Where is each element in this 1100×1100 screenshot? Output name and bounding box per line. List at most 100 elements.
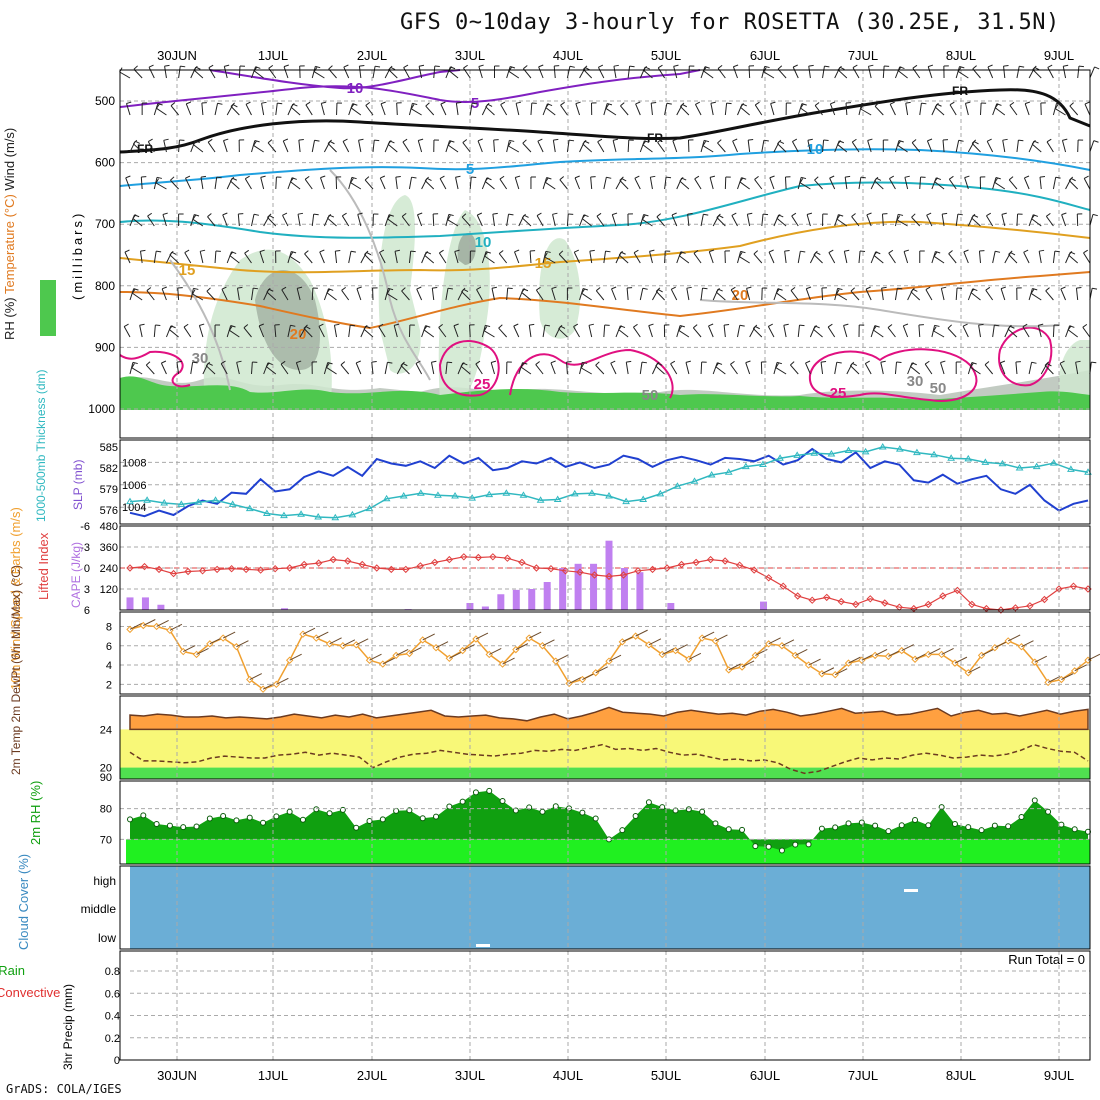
thickness-marker [485, 490, 494, 498]
wind-barb [326, 367, 337, 375]
wind-barb-10m [701, 631, 715, 639]
rh2m-marker [699, 808, 706, 815]
wind-barb [843, 251, 848, 264]
li-marker [1026, 602, 1034, 610]
wind-barb [267, 213, 272, 218]
rh2m-marker [472, 789, 479, 796]
wind-barb [970, 366, 981, 375]
wind-barb [508, 70, 520, 79]
contour-25c [119, 350, 191, 388]
wind-barb [129, 288, 135, 301]
wind-barb [1031, 218, 1042, 227]
rh2m-tick-label: 80 [100, 804, 112, 816]
thickness-tick-label: 579 [100, 484, 118, 496]
rh2m-marker [592, 815, 599, 822]
wind-barb [160, 362, 167, 375]
wind-barb [643, 66, 648, 71]
wind-barb-10m [888, 649, 901, 657]
wind-barb [214, 103, 219, 116]
li-marker [242, 565, 250, 574]
wind-barb [573, 326, 580, 338]
wind-barb [1045, 215, 1054, 227]
wind-barb [873, 255, 884, 264]
wind-barb [275, 176, 277, 190]
li-marker [387, 565, 395, 574]
wind-barb [748, 138, 754, 141]
wind-barb [169, 250, 174, 256]
wind-barb [902, 325, 909, 338]
rh2m-marker [765, 843, 772, 850]
wind-barb [153, 325, 156, 338]
wind-barb-10m [182, 645, 196, 653]
wind-barb [1032, 65, 1037, 70]
wind-barb [764, 65, 770, 69]
wind-barb [400, 365, 410, 375]
cape-bar [141, 597, 149, 610]
thickness-tick-label: 576 [100, 505, 118, 517]
wind-barb [978, 325, 981, 338]
wind-barb [866, 214, 872, 227]
wind-barb [985, 289, 994, 301]
wind-barb [1032, 69, 1042, 79]
wind-barb [948, 178, 957, 190]
wind-barb [251, 361, 253, 375]
wind-barb [156, 107, 167, 116]
wind-barb [724, 103, 728, 116]
wind-barb [931, 325, 936, 338]
rh2m-band [126, 839, 1090, 864]
wind-barb [393, 325, 398, 338]
wind-barb [500, 101, 506, 106]
thickness-marker [1049, 459, 1058, 466]
wind-barb [894, 362, 897, 375]
wind-barb [702, 287, 708, 290]
wind-barb [776, 217, 787, 227]
wind-barb [911, 139, 917, 144]
wind-barb [597, 141, 605, 153]
wind-barb [777, 68, 787, 79]
wind-barb [948, 250, 953, 255]
wind-barb-10m [1074, 664, 1087, 672]
wind-barb [395, 175, 401, 178]
wind-barb [460, 365, 471, 375]
wind-barb [837, 287, 843, 291]
wind-barb [911, 216, 921, 227]
wind-barb-10m [489, 647, 502, 655]
rh-fill-light [1058, 340, 1090, 400]
wind-barb [680, 106, 690, 116]
wind-barb [415, 363, 423, 375]
wind-barb [552, 212, 558, 215]
li-marker [634, 567, 642, 575]
wind-barb [280, 363, 289, 375]
wind-barb [898, 213, 904, 216]
wind-barb [754, 179, 763, 190]
wind-barb [933, 330, 945, 338]
wind-barb [573, 251, 580, 264]
wind-barb [642, 140, 647, 146]
wind-barb [800, 250, 806, 253]
wind-barb [236, 288, 240, 301]
wind-barb-10m [661, 647, 675, 655]
wind-barb [131, 288, 136, 294]
wind-barb [911, 213, 916, 218]
wind-barb [485, 251, 491, 254]
wind-barb [799, 182, 811, 190]
wind-barb-10m [542, 639, 555, 647]
wind-barb-10m [595, 666, 608, 674]
thickness-marker [690, 477, 699, 484]
wind-barb [476, 286, 482, 290]
rh2m-marker [246, 814, 253, 821]
wind-barb [730, 286, 736, 291]
wind-barb [865, 360, 870, 364]
wind-barb [761, 214, 764, 227]
li-marker [793, 592, 802, 600]
wind-barb [289, 256, 301, 264]
wind-barb-10m [276, 677, 289, 685]
wind-barb [836, 289, 840, 295]
wind-barb [948, 253, 957, 264]
wind-barb [704, 66, 710, 69]
wind-barb [350, 250, 356, 253]
wind-barb [581, 218, 593, 227]
wind-barb [542, 325, 546, 338]
wind-barb [1076, 287, 1082, 289]
wind-barb [606, 176, 612, 179]
